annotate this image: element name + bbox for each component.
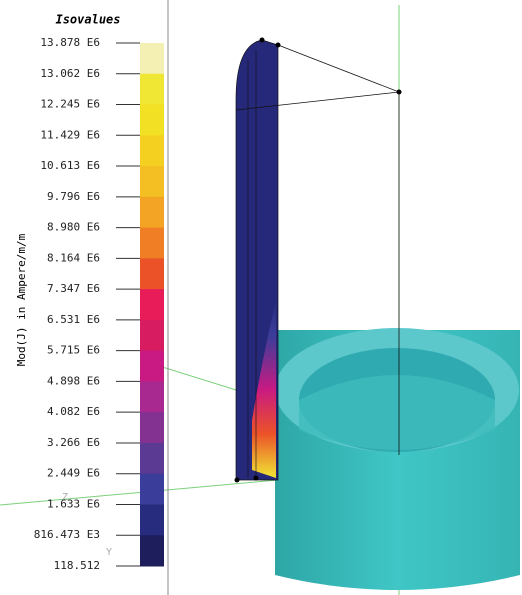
color-band	[140, 135, 164, 166]
legend-label: 13.062 E6	[40, 67, 100, 80]
screen: Isovalues Mod(J) in Ampere/m/m Z Y 13.87…	[0, 0, 522, 595]
legend-label: 9.796 E6	[47, 190, 100, 203]
color-band	[140, 74, 164, 105]
legend-label: 4.898 E6	[47, 374, 100, 387]
color-band	[140, 320, 164, 351]
color-band	[140, 166, 164, 197]
legend-label: 6.531 E6	[47, 313, 100, 326]
page: Isovalues Mod(J) in Ampere/m/m Z Y 13.87…	[0, 0, 522, 595]
legend-label: 4.082 E6	[47, 405, 100, 418]
legend-label: 11.429 E6	[40, 128, 100, 141]
color-band	[140, 504, 164, 535]
legend: 13.878 E6 13.062 E6 12.245 E6 11.429 E6 10.6…	[34, 36, 164, 572]
color-band	[140, 474, 164, 505]
legend-quantity: Mod(J) in Ampere/m/m	[15, 233, 28, 366]
legend-label: 1.633 E6	[47, 497, 100, 510]
color-band	[140, 197, 164, 228]
legend-label: 5.715 E6	[47, 344, 100, 357]
legend-label: 10.613 E6	[40, 159, 100, 172]
legend-label: 118.512	[54, 559, 100, 572]
legend-label: 7.347 E6	[47, 282, 100, 295]
color-band	[140, 381, 164, 412]
axis-label: Y	[106, 547, 112, 558]
legend-label: 12.245 E6	[40, 98, 100, 111]
color-band	[140, 43, 164, 74]
color-band	[140, 351, 164, 382]
legend-label: 8.980 E6	[47, 221, 100, 234]
color-band	[140, 412, 164, 443]
color-band	[140, 535, 164, 566]
legend-title: Isovalues	[55, 13, 120, 27]
legend-label: 2.449 E6	[47, 467, 100, 480]
legend-label: 816.473 E3	[34, 528, 100, 541]
color-band	[140, 258, 164, 289]
color-band	[140, 228, 164, 259]
legend-label: 3.266 E6	[47, 436, 100, 449]
legend-label: 13.878 E6	[40, 36, 100, 49]
color-band	[140, 289, 164, 320]
color-band	[140, 105, 164, 136]
legend-label: 8.164 E6	[47, 251, 100, 264]
color-band	[140, 443, 164, 474]
